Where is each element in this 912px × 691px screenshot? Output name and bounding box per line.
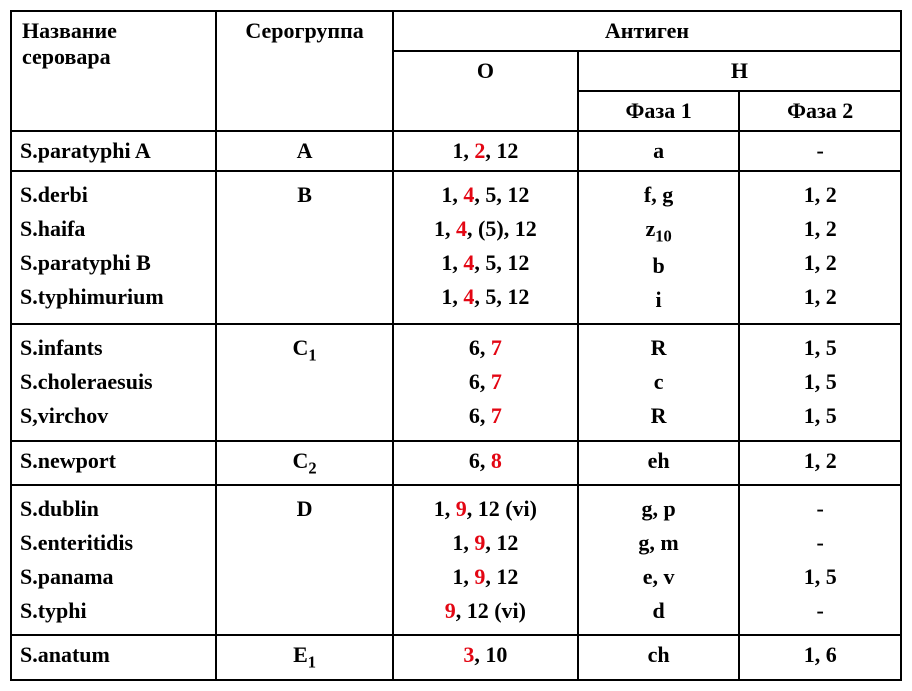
o-antigen-cell: 6, 8 xyxy=(393,441,578,485)
h-phase2-cell: 1, 6 xyxy=(739,635,901,679)
h-phase2-cell: 1, 51, 51, 5 xyxy=(739,324,901,440)
h-phase2-cell: 1, 21, 21, 21, 2 xyxy=(739,171,901,324)
header-o: O xyxy=(393,51,578,131)
h-phase2-cell: --1, 5- xyxy=(739,485,901,635)
table-row: S.infantsS.choleraesuisS,virchovC16, 76,… xyxy=(11,324,901,440)
header-phase1: Фаза 1 xyxy=(578,91,740,131)
header-serogroup: Серогруппа xyxy=(216,11,393,131)
o-antigen-cell: 1, 4, 5, 121, 4, (5), 121, 4, 5, 121, 4,… xyxy=(393,171,578,324)
serovar-table: Название серовара Серогруппа Антиген O H… xyxy=(10,10,902,681)
serogroup-cell: C1 xyxy=(216,324,393,440)
h-phase2-cell: 1, 2 xyxy=(739,441,901,485)
table-body: S.paratyphi AA1, 2, 12a-S.derbiS.haifaS.… xyxy=(11,131,901,680)
table-row: S.derbiS.haifaS.paratyphi BS.typhimurium… xyxy=(11,171,901,324)
o-antigen-cell: 3, 10 xyxy=(393,635,578,679)
serovar-name-cell: S.paratyphi A xyxy=(11,131,216,171)
header-h: H xyxy=(578,51,901,91)
serovar-name-cell: S.infantsS.choleraesuisS,virchov xyxy=(11,324,216,440)
serogroup-cell: A xyxy=(216,131,393,171)
table-header: Название серовара Серогруппа Антиген O H… xyxy=(11,11,901,131)
table-row: S.newportC26, 8eh1, 2 xyxy=(11,441,901,485)
serovar-name-cell: S.anatum xyxy=(11,635,216,679)
h-phase2-cell: - xyxy=(739,131,901,171)
serogroup-cell: D xyxy=(216,485,393,635)
header-phase2: Фаза 2 xyxy=(739,91,901,131)
table-row: S.anatumE13, 10ch1, 6 xyxy=(11,635,901,679)
serogroup-cell: C2 xyxy=(216,441,393,485)
h-phase1-cell: a xyxy=(578,131,740,171)
o-antigen-cell: 1, 2, 12 xyxy=(393,131,578,171)
h-phase1-cell: ch xyxy=(578,635,740,679)
h-phase1-cell: eh xyxy=(578,441,740,485)
o-antigen-cell: 1, 9, 12 (vi)1, 9, 121, 9, 129, 12 (vi) xyxy=(393,485,578,635)
serovar-name-cell: S.derbiS.haifaS.paratyphi BS.typhimurium xyxy=(11,171,216,324)
h-phase1-cell: g, pg, me, vd xyxy=(578,485,740,635)
serovar-name-cell: S.newport xyxy=(11,441,216,485)
serovar-name-cell: S.dublinS.enteritidisS.panamaS.typhi xyxy=(11,485,216,635)
table-row: S.paratyphi AA1, 2, 12a- xyxy=(11,131,901,171)
serogroup-cell: B xyxy=(216,171,393,324)
serogroup-cell: E1 xyxy=(216,635,393,679)
header-serovar-name: Название серовара xyxy=(11,11,216,131)
h-phase1-cell: RcR xyxy=(578,324,740,440)
h-phase1-cell: f, gz10bi xyxy=(578,171,740,324)
o-antigen-cell: 6, 76, 76, 7 xyxy=(393,324,578,440)
header-antigen: Антиген xyxy=(393,11,901,51)
table-row: S.dublinS.enteritidisS.panamaS.typhiD1, … xyxy=(11,485,901,635)
